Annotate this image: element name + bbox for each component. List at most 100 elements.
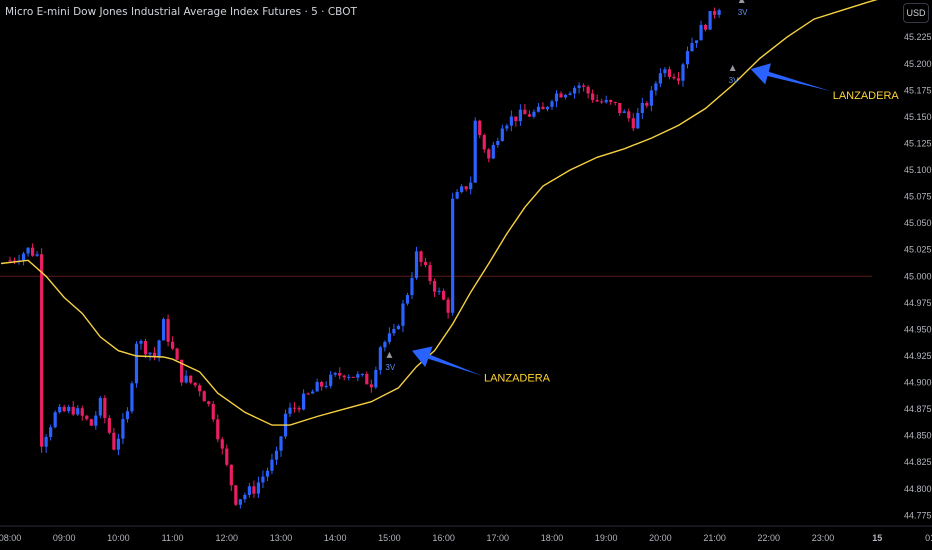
candle-body (694, 40, 699, 44)
candle-body (563, 94, 568, 98)
candle-body (365, 373, 369, 385)
candle-body (243, 494, 247, 500)
candle-body (685, 51, 690, 65)
candle-body (80, 408, 84, 416)
candle-body (180, 359, 184, 383)
y-tick-label: 45.025 (904, 245, 932, 255)
x-axis[interactable]: 08:00 09:00 10:00 11:00 12:00 13:00 14:00 15:00… (0, 525, 932, 543)
candle-body (654, 83, 658, 91)
candle-body (49, 427, 53, 437)
candle-body (532, 111, 536, 117)
x-tick-label: 15 (872, 533, 882, 543)
x-tick-label: 23:00 (812, 533, 835, 543)
x-tick-label: 18:00 (541, 533, 564, 543)
candle-body (649, 90, 653, 106)
annotation-arrow (412, 346, 482, 376)
y-axis[interactable]: 45.225 45.200 45.175 45.150 45.125 45.100 45.0… (904, 32, 932, 520)
candle-body (175, 348, 179, 360)
candle-body (482, 135, 486, 150)
candle-body (166, 319, 170, 342)
candle-body (713, 11, 717, 15)
y-tick-label: 44.800 (904, 484, 932, 494)
candle-body (216, 419, 220, 440)
candle-body (428, 265, 432, 282)
candle-body (116, 438, 120, 450)
signal-marker-label: 3V (738, 8, 748, 17)
candle-body (396, 325, 401, 330)
candle-body (279, 436, 283, 451)
candle-body (26, 247, 30, 254)
candle-body (469, 182, 473, 190)
candle-body (491, 144, 495, 159)
candle-body (12, 260, 17, 262)
x-tick-label: 20:00 (649, 533, 672, 543)
candle-body (62, 406, 66, 412)
candle-body (387, 333, 391, 342)
candle-body (261, 476, 265, 483)
candle-body (288, 407, 292, 414)
candle-body (423, 261, 428, 266)
candle-body (103, 397, 107, 419)
x-tick-label: 12:00 (216, 533, 239, 543)
currency-button[interactable]: USD (903, 3, 929, 23)
candle-body (21, 253, 26, 261)
candle-body (311, 391, 315, 394)
candle-body (645, 102, 649, 106)
candle-body (256, 482, 261, 494)
annotation-text: LANZADERA (484, 373, 551, 385)
candle-body (157, 340, 161, 357)
y-tick-label: 44.825 (904, 457, 932, 467)
candle-body (315, 381, 319, 392)
x-tick-label: 10:00 (107, 533, 130, 543)
signal-marker-icon (738, 0, 745, 3)
candle-body (536, 106, 541, 112)
candle-body (446, 299, 450, 313)
candle-body (658, 73, 662, 84)
candle-body (717, 10, 721, 15)
candle-body (681, 64, 685, 81)
annotations-layer: LANZADERA LANZADERA (412, 63, 899, 385)
y-tick-label: 44.875 (904, 404, 932, 414)
candle-body (460, 186, 464, 192)
candle-body (171, 341, 175, 349)
candle-body (405, 295, 410, 304)
candle-body (554, 93, 559, 102)
candle-body (234, 485, 238, 505)
candle-body (333, 373, 337, 375)
x-tick-label: 19:00 (595, 533, 618, 543)
candle-body (342, 375, 346, 378)
candle-body (320, 381, 324, 387)
candle-body (432, 281, 437, 292)
candle-body (297, 408, 301, 410)
candle-body (30, 247, 35, 256)
x-tick-label: 17:00 (487, 533, 510, 543)
candle-body (202, 391, 206, 402)
candle-body (71, 406, 75, 415)
candle-body (505, 125, 509, 129)
y-tick-label: 44.925 (904, 351, 932, 361)
y-tick-label: 45.225 (904, 32, 932, 42)
candle-body (577, 85, 581, 88)
candle-body (640, 102, 644, 113)
y-tick-label: 44.850 (904, 431, 932, 441)
candle-body (631, 118, 635, 129)
candle-body (545, 106, 550, 110)
candle-body (550, 101, 554, 107)
annotation-arrow (750, 63, 831, 92)
candle-body (198, 385, 202, 392)
candle-body (301, 393, 306, 410)
candle-body (351, 376, 355, 378)
candle-body (58, 406, 62, 413)
candle-body (383, 341, 387, 348)
candle-body (130, 383, 134, 412)
candle-body (442, 290, 446, 300)
signal-marker-label: 3V (385, 363, 395, 372)
candle-body (347, 376, 351, 378)
x-tick-label: 16:00 (432, 533, 455, 543)
candle-body (76, 408, 80, 415)
candle-body (676, 78, 681, 81)
candle-body (274, 450, 279, 460)
candle-body (125, 411, 130, 420)
candle-body (509, 116, 513, 126)
